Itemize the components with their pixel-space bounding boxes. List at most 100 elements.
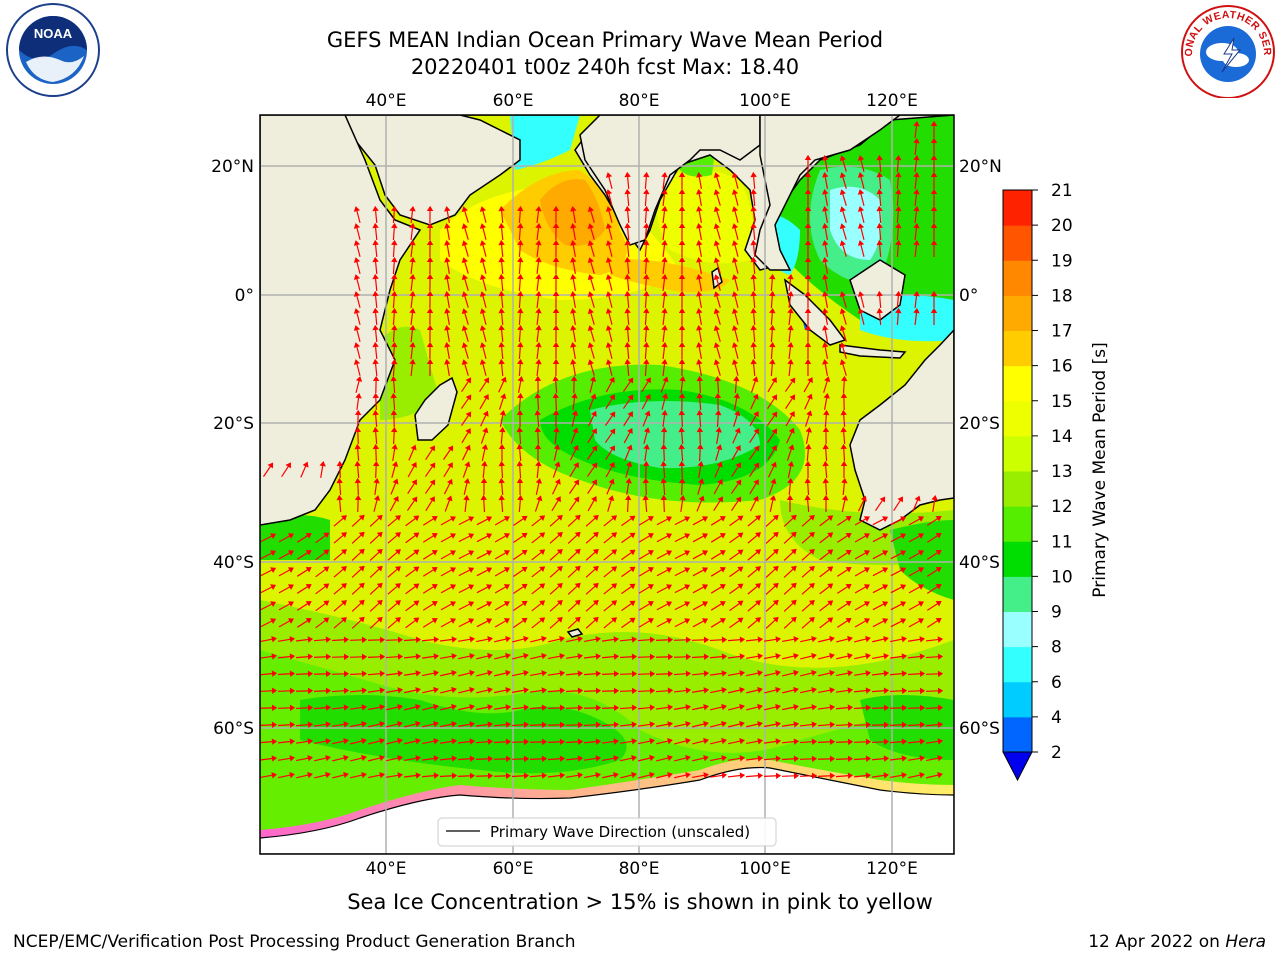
wave-arrow-head — [750, 256, 757, 263]
wave-arrow-head — [721, 703, 727, 711]
wave-arrow-head — [447, 445, 454, 452]
wave-arrow-head — [666, 516, 673, 522]
wave-arrow-head — [433, 653, 440, 660]
wave-arrow-head — [271, 704, 278, 712]
wave-arrow-head — [449, 584, 456, 590]
wave-arrow-head — [552, 392, 560, 399]
wave-arrow-head — [372, 290, 379, 297]
wave-arrow-head — [804, 154, 812, 160]
wave-arrow-head — [444, 240, 451, 246]
wave-arrow-head — [642, 477, 650, 484]
wave-arrow-head — [479, 223, 487, 229]
wave-arrow-head — [535, 256, 542, 263]
wave-arrow-head — [409, 341, 416, 348]
wave-arrow-head — [937, 636, 944, 643]
wave-arrow-head — [521, 600, 528, 607]
wave-arrow-head — [804, 222, 812, 228]
wave-arrow-head — [678, 426, 685, 433]
wave-arrow-head — [391, 239, 398, 246]
wave-arrow-head — [713, 342, 720, 349]
wave-arrow-head — [541, 721, 548, 729]
wave-arrow-head — [595, 721, 602, 729]
wave-arrow-head — [824, 376, 831, 383]
wave-arrow-head — [535, 341, 542, 348]
colorbar-swatch — [1003, 576, 1032, 612]
wave-arrow-head — [307, 636, 314, 643]
wave-arrow-head — [642, 494, 649, 501]
wave-arrow-head — [391, 290, 398, 297]
wave-arrow-head — [930, 171, 938, 177]
wave-arrow-head — [413, 583, 420, 590]
wave-arrow-head — [391, 256, 398, 263]
wave-arrow-head — [624, 307, 631, 314]
wave-arrow-head — [358, 531, 365, 538]
wave-arrow-head — [411, 496, 418, 503]
wave-arrow-head — [289, 636, 296, 643]
wave-arrow-head — [449, 550, 456, 556]
wave-arrow-head — [595, 704, 602, 712]
wave-arrow-head — [397, 737, 403, 745]
wave-arrow-head — [731, 206, 739, 212]
wave-arrow-head — [643, 358, 650, 365]
wave-arrow-head — [611, 566, 618, 572]
wave-arrow-head — [684, 618, 691, 625]
wave-arrow-head — [426, 358, 434, 365]
wave-arrow-head — [307, 721, 314, 728]
wave-arrow-head — [845, 617, 852, 624]
wave-arrow-head — [541, 704, 548, 711]
wave-arrow-head — [739, 703, 745, 711]
wave-arrow-head — [829, 755, 836, 763]
wave-arrow-head — [498, 460, 505, 467]
wave-arrow-head — [358, 599, 365, 606]
wave-arrow-head — [713, 274, 720, 281]
wave-arrow-head — [840, 392, 848, 399]
wave-arrow-head — [876, 307, 883, 314]
wave-arrow-head — [666, 567, 673, 573]
wave-arrow-head — [865, 755, 872, 762]
wave-arrow-head — [611, 600, 618, 606]
wave-arrow-head — [469, 703, 475, 711]
wave-arrow-head — [323, 583, 330, 590]
wave-arrow-head — [429, 445, 435, 452]
wave-arrow-head — [451, 669, 457, 677]
wave-arrow-head — [354, 460, 361, 467]
wave-arrow-head — [271, 738, 278, 745]
wave-arrow-head — [343, 754, 349, 762]
wave-arrow-head — [415, 737, 421, 745]
wave-arrow-head — [486, 567, 493, 574]
wave-arrow-head — [935, 567, 942, 573]
lon-label: 40°E — [366, 859, 407, 879]
colorbar-tick-label: 21 — [1051, 181, 1073, 201]
lon-label: 40°E — [366, 91, 407, 111]
wave-arrow-head — [592, 616, 599, 623]
wave-arrow-head — [721, 670, 728, 677]
wave-arrow-head — [876, 154, 883, 161]
wave-arrow-head — [572, 444, 579, 451]
wave-arrow-head — [703, 636, 710, 644]
wave-arrow-head — [431, 533, 438, 539]
wave-arrow-head — [426, 290, 434, 297]
wave-arrow-head — [631, 670, 638, 678]
wave-arrow-head — [790, 599, 797, 606]
wave-arrow-head — [679, 494, 686, 501]
wave-arrow-head — [340, 583, 347, 589]
wave-arrow-head — [552, 239, 560, 246]
colorbar-swatch — [1003, 400, 1032, 437]
colorbar: 2 4 6 8 9 10 11 12 13 14 15 16 17 18 19 20 21 — [1002, 181, 1073, 782]
wave-arrow-head — [289, 755, 296, 762]
wave-arrow-head — [719, 533, 726, 539]
wave-arrow-head — [591, 479, 597, 486]
wave-arrow-head — [535, 273, 542, 280]
wave-arrow-head — [643, 341, 650, 348]
wave-arrow-head — [270, 550, 277, 557]
wave-arrow-head — [372, 239, 379, 246]
wave-arrow-head — [806, 393, 813, 400]
wave-arrow-head — [611, 532, 618, 538]
colorbar-tick-label: 10 — [1051, 567, 1073, 587]
wave-arrow-head — [731, 240, 739, 246]
wave-arrow-head — [678, 290, 686, 296]
wave-arrow-head — [643, 188, 650, 195]
colorbar-swatch — [1003, 506, 1032, 542]
wave-arrow-head — [343, 687, 350, 694]
wave-arrow-head — [804, 188, 812, 194]
